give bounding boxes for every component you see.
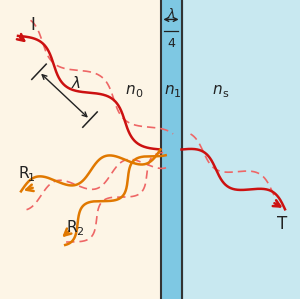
Bar: [160, 0, 182, 299]
Text: 1: 1: [174, 89, 181, 99]
Text: I: I: [31, 16, 35, 34]
Text: T: T: [277, 215, 287, 233]
Text: n: n: [165, 82, 174, 97]
Text: λ: λ: [167, 8, 175, 21]
Text: 1: 1: [28, 173, 35, 183]
Text: n: n: [126, 82, 135, 97]
Text: 2: 2: [76, 227, 83, 237]
Text: s: s: [223, 89, 229, 99]
Text: R: R: [19, 166, 29, 181]
Bar: [0, 0, 160, 299]
Text: n: n: [213, 82, 222, 97]
Text: R: R: [67, 220, 77, 235]
Bar: [160, 0, 300, 299]
Text: 0: 0: [135, 89, 142, 99]
Text: λ: λ: [71, 76, 80, 91]
Text: 4: 4: [167, 37, 175, 50]
